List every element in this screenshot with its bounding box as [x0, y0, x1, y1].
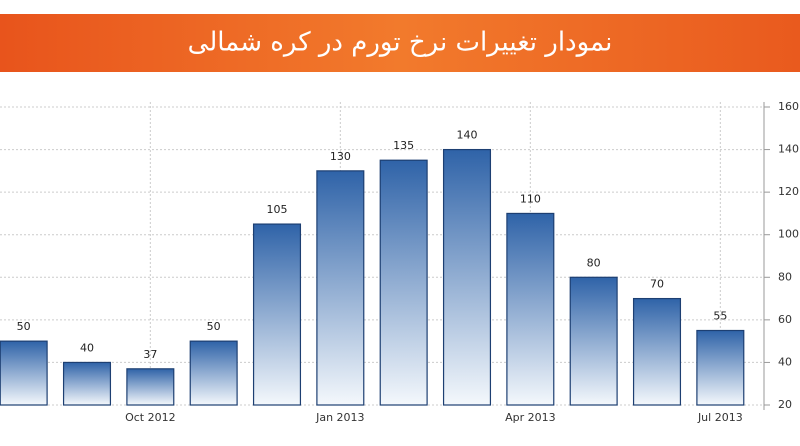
- bar: [0, 340, 48, 406]
- x-tick-label: Apr 2013: [505, 411, 556, 424]
- value-label: 135: [393, 139, 414, 152]
- bar: [316, 170, 365, 406]
- y-tick-label: 80: [778, 270, 792, 283]
- bar: [126, 368, 175, 406]
- bar: [252, 223, 302, 406]
- value-label: 105: [267, 203, 288, 216]
- bar: [696, 329, 745, 406]
- bar: [62, 361, 112, 406]
- y-tick-label: 100: [778, 228, 799, 241]
- bar: [442, 148, 492, 406]
- bar: [632, 297, 682, 406]
- y-tick-label: 140: [778, 143, 799, 156]
- value-label: 50: [207, 320, 221, 333]
- value-label: 110: [520, 192, 541, 205]
- value-label: 130: [330, 150, 351, 163]
- x-tick-label: Jul 2013: [697, 411, 743, 424]
- x-tick-label: Oct 2012: [125, 411, 176, 424]
- value-label: 70: [650, 278, 664, 291]
- value-label: 50: [17, 320, 31, 333]
- value-label: 55: [713, 310, 727, 323]
- value-label: 37: [143, 348, 157, 361]
- value-label: 140: [457, 129, 478, 142]
- y-tick-label: 40: [778, 355, 792, 368]
- bar: [189, 340, 238, 406]
- bar: [379, 159, 428, 406]
- title-banner: [0, 14, 800, 72]
- value-label: 80: [587, 256, 601, 269]
- value-label: 40: [80, 341, 94, 354]
- y-tick-label: 120: [778, 185, 799, 198]
- y-tick-label: 60: [778, 313, 792, 326]
- bar: [506, 212, 555, 406]
- x-tick-label: Jan 2013: [315, 411, 364, 424]
- y-tick-label: 160: [778, 100, 799, 113]
- y-tick-label: 20: [778, 398, 792, 411]
- bar: [569, 276, 618, 406]
- chart-title: نمودار تغییرات نرخ تورم در کره شمالی: [188, 28, 613, 58]
